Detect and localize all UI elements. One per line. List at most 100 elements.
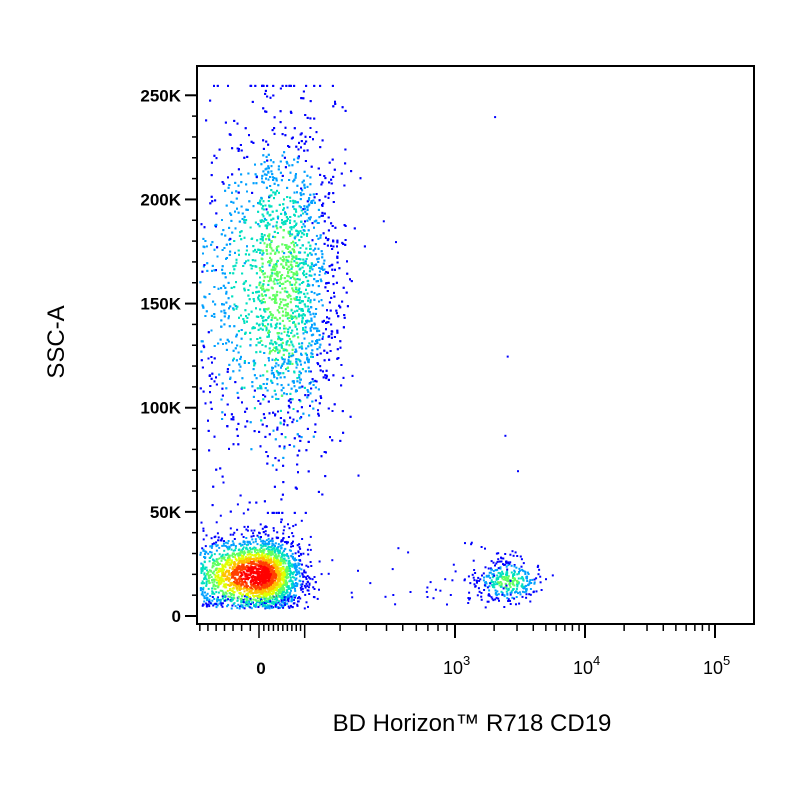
event-point: [276, 568, 279, 571]
event-point: [275, 568, 277, 571]
event-point: [210, 546, 213, 549]
event-point: [260, 576, 263, 579]
event-point: [233, 568, 236, 571]
event-point: [275, 582, 277, 585]
event-point: [282, 566, 285, 569]
event-point: [262, 548, 265, 551]
event-point: [262, 154, 265, 157]
event-point: [199, 589, 202, 592]
event-point: [290, 387, 293, 390]
event-point: [256, 571, 259, 574]
event-point: [324, 177, 327, 180]
event-point: [265, 140, 268, 143]
event-point: [282, 601, 285, 604]
event-point: [298, 449, 301, 452]
event-point: [255, 551, 258, 554]
event-point: [209, 557, 211, 559]
event-point: [309, 117, 312, 120]
event-point: [279, 544, 282, 547]
event-point: [232, 594, 235, 596]
event-point: [282, 554, 284, 557]
event-point: [229, 533, 232, 536]
event-point: [215, 521, 218, 524]
event-point: [221, 574, 224, 576]
event-point: [254, 550, 256, 553]
event-point: [276, 583, 279, 586]
event-point: [289, 401, 292, 404]
event-point: [211, 596, 214, 598]
event-point: [249, 590, 252, 593]
event-point: [233, 531, 236, 534]
event-point: [239, 357, 242, 360]
event-point: [262, 570, 265, 573]
event-point: [270, 557, 272, 560]
event-point: [223, 585, 226, 588]
event-point: [258, 568, 261, 570]
event-point: [290, 226, 293, 229]
event-point: [252, 532, 255, 535]
event-point: [289, 277, 292, 280]
event-point: [275, 597, 277, 599]
event-point: [241, 548, 244, 550]
event-point: [291, 258, 294, 261]
event-point: [230, 548, 233, 551]
event-point: [282, 562, 285, 565]
event-point: [225, 342, 228, 345]
event-point: [291, 329, 294, 332]
event-point: [268, 593, 270, 596]
event-point: [291, 276, 294, 278]
event-point: [309, 561, 312, 563]
event-point: [273, 574, 275, 577]
event-point: [261, 288, 264, 291]
event-point: [248, 549, 251, 552]
event-point: [285, 258, 288, 261]
event-point: [295, 360, 298, 363]
event-point: [249, 599, 252, 601]
event-point: [265, 227, 268, 230]
event-point: [204, 574, 207, 577]
event-point: [224, 572, 227, 575]
event-point: [289, 567, 291, 570]
event-point: [295, 582, 297, 584]
event-point: [304, 571, 307, 574]
event-point: [264, 568, 267, 570]
event-point: [266, 554, 269, 557]
event-point: [261, 564, 264, 567]
event-point: [267, 561, 270, 564]
event-point: [254, 553, 257, 556]
event-point: [277, 589, 280, 592]
event-point: [277, 398, 280, 400]
event-point: [275, 574, 278, 577]
event-point: [287, 605, 290, 608]
event-point: [259, 561, 262, 564]
event-point: [253, 546, 256, 549]
event-point: [292, 535, 295, 538]
event-point: [252, 566, 255, 569]
event-point: [317, 409, 319, 412]
event-point: [272, 529, 275, 532]
event-point: [241, 567, 244, 570]
event-point: [232, 587, 235, 590]
event-point: [242, 599, 245, 601]
event-point: [306, 585, 309, 588]
event-point: [285, 540, 288, 543]
event-point: [269, 276, 272, 279]
event-point: [202, 344, 205, 347]
event-point: [285, 393, 288, 396]
event-point: [246, 540, 249, 543]
event-point: [232, 596, 235, 599]
event-point: [269, 243, 272, 246]
event-point: [280, 540, 283, 543]
event-point: [231, 231, 234, 234]
event-point: [261, 605, 264, 608]
event-point: [225, 570, 228, 573]
event-point: [236, 583, 239, 585]
event-point: [289, 562, 292, 565]
event-point: [277, 168, 280, 171]
event-point: [280, 518, 283, 521]
event-point: [289, 591, 292, 594]
event-point: [217, 598, 220, 601]
event-point: [204, 545, 207, 548]
event-point: [275, 221, 278, 224]
event-point: [227, 579, 230, 582]
